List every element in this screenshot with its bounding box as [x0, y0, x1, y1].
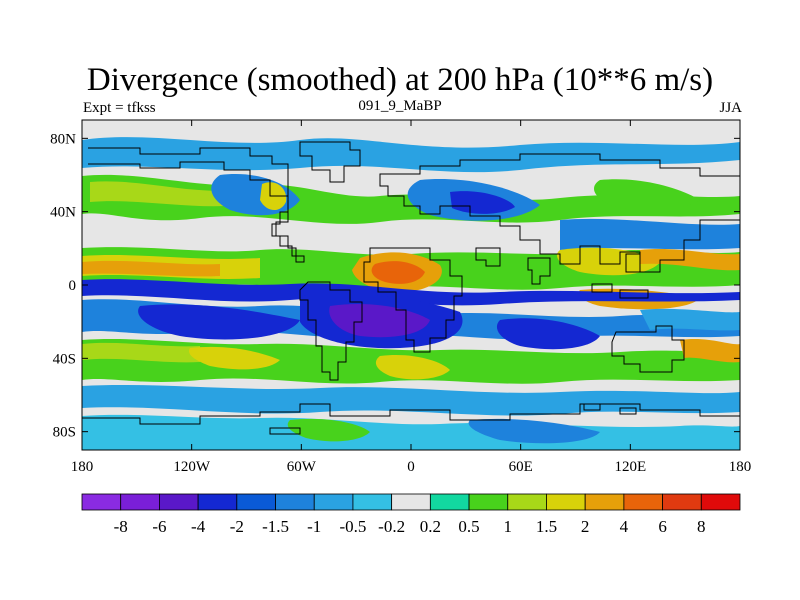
y-tick-label: 80S [53, 425, 76, 441]
colorbar-level-label: -2 [230, 517, 244, 536]
colorbar-level-label: 2 [581, 517, 590, 536]
colorbar-swatch [584, 493, 625, 511]
colorbar-swatch [313, 493, 354, 511]
x-tick-label: 60E [509, 459, 533, 475]
colorbar-swatch [507, 493, 547, 511]
x-tick-label: 180 [71, 459, 94, 475]
colorbar-swatch [391, 493, 431, 511]
experiment-label: Expt = tfkss [83, 100, 156, 116]
colorbar-level-label: 0.5 [458, 517, 479, 536]
colorbar-level-label: -1.5 [262, 517, 289, 536]
y-tick-label: 40N [50, 205, 76, 221]
y-tick-label: 80N [50, 131, 76, 147]
colorbar-swatch [352, 493, 393, 511]
colorbar-swatch [662, 493, 702, 511]
chart-title: Divergence (smoothed) at 200 hPa (10**6 … [86, 62, 714, 98]
colorbar-level-label: -0.2 [378, 517, 405, 536]
colorbar-swatch [623, 493, 663, 511]
colorbar-level-label: 1.5 [536, 517, 557, 536]
y-tick-label: 40S [53, 351, 76, 367]
axis-ticks [81, 120, 741, 450]
colorbar-swatch [197, 493, 238, 511]
colorbar-level-label: -6 [152, 517, 166, 536]
colorbar-swatch [700, 493, 741, 511]
x-tick-label: 180 [729, 459, 752, 475]
contour-fields [82, 137, 740, 450]
colorbar-level-label: 4 [620, 517, 629, 536]
x-tick-label: 120W [173, 459, 211, 475]
colorbar-swatch [275, 493, 315, 511]
colorbar-swatch [120, 493, 160, 511]
y-tick-label: 0 [69, 278, 77, 294]
colorbar-swatch [236, 493, 276, 511]
x-tick-label: 60W [287, 459, 317, 475]
colorbar-swatch [546, 493, 586, 511]
x-tick-label: 0 [407, 459, 415, 475]
colorbar-swatch [81, 493, 122, 511]
colorbar-level-label: 8 [697, 517, 706, 536]
run-label: 091_9_MaBP [358, 98, 442, 114]
axis-labels: 180 120W 60W 0 60E 120E 180 80N 40N 0 40S 80S [50, 131, 751, 475]
x-tick-label: 120E [614, 459, 646, 475]
colorbar-level-label: 6 [658, 517, 667, 536]
colorbar-level-label: -0.5 [339, 517, 366, 536]
coastlines [82, 141, 740, 435]
colorbar-level-label: -8 [114, 517, 128, 536]
colorbar-level-label: 1 [504, 517, 513, 536]
colorbar [81, 493, 741, 511]
colorbar-swatch [429, 493, 470, 511]
colorbar-labels: -8 -6 -4 -2 -1.5 -1 -0.5 -0.2 0.2 0.5 1 1.5 2 4 6 8 [114, 517, 706, 536]
colorbar-level-label: -4 [191, 517, 206, 536]
season-label: JJA [719, 100, 742, 116]
colorbar-level-label: -1 [307, 517, 321, 536]
colorbar-level-label: 0.2 [420, 517, 441, 536]
colorbar-swatch [159, 493, 199, 511]
colorbar-swatch [468, 493, 509, 511]
